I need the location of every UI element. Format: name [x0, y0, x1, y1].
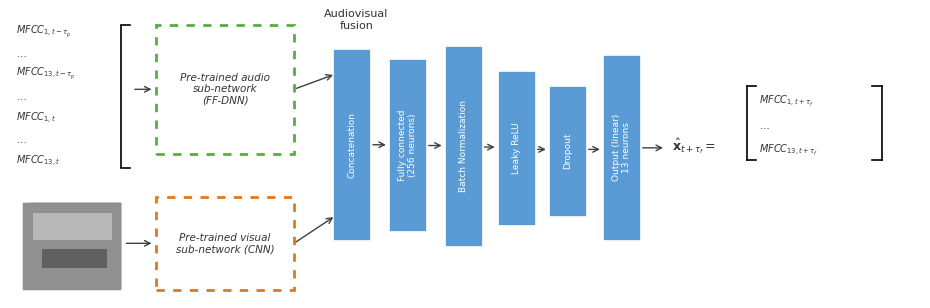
Text: Dropout: Dropout: [563, 133, 572, 169]
Text: Output (linear)
13 neurons: Output (linear) 13 neurons: [612, 114, 631, 181]
Text: $MFCC_{1,t-\tau_p}$: $MFCC_{1,t-\tau_p}$: [16, 24, 72, 40]
Text: Pre-trained visual
sub-network (CNN): Pre-trained visual sub-network (CNN): [176, 233, 274, 254]
FancyBboxPatch shape: [42, 249, 107, 268]
FancyBboxPatch shape: [23, 203, 121, 290]
FancyBboxPatch shape: [33, 213, 112, 240]
Text: $\ldots$: $\ldots$: [759, 121, 769, 131]
Text: $\ldots$: $\ldots$: [16, 92, 26, 102]
Text: $MFCC_{1,t}$: $MFCC_{1,t}$: [16, 111, 56, 126]
Text: Fully connected
(256 neurons): Fully connected (256 neurons): [398, 109, 417, 180]
FancyBboxPatch shape: [603, 55, 640, 240]
FancyBboxPatch shape: [445, 46, 482, 246]
FancyBboxPatch shape: [333, 49, 370, 240]
FancyBboxPatch shape: [498, 71, 535, 225]
Text: Audiovisual
fusion: Audiovisual fusion: [324, 9, 389, 31]
Text: $MFCC_{13,t}$: $MFCC_{13,t}$: [16, 154, 60, 169]
Text: $MFCC_{13,t-\tau_p}$: $MFCC_{13,t-\tau_p}$: [16, 66, 75, 82]
Text: Pre-trained audio
sub-network
(FF-DNN): Pre-trained audio sub-network (FF-DNN): [180, 73, 270, 106]
FancyBboxPatch shape: [389, 59, 426, 231]
FancyBboxPatch shape: [31, 203, 121, 288]
FancyBboxPatch shape: [549, 86, 586, 216]
Text: $MFCC_{1,t+\tau_f}$: $MFCC_{1,t+\tau_f}$: [759, 94, 814, 109]
Text: $\ldots$: $\ldots$: [16, 49, 26, 59]
Text: $\hat{\mathbf{x}}_{t+\tau_f} =$: $\hat{\mathbf{x}}_{t+\tau_f} =$: [672, 136, 716, 156]
Text: $\ldots$: $\ldots$: [16, 135, 26, 145]
FancyBboxPatch shape: [27, 203, 121, 289]
Text: Concatenation: Concatenation: [347, 112, 356, 178]
Text: Leaky ReLU: Leaky ReLU: [512, 122, 521, 174]
Text: Batch Normalization: Batch Normalization: [458, 100, 468, 192]
Text: $MFCC_{13,t+\tau_f}$: $MFCC_{13,t+\tau_f}$: [759, 144, 818, 158]
